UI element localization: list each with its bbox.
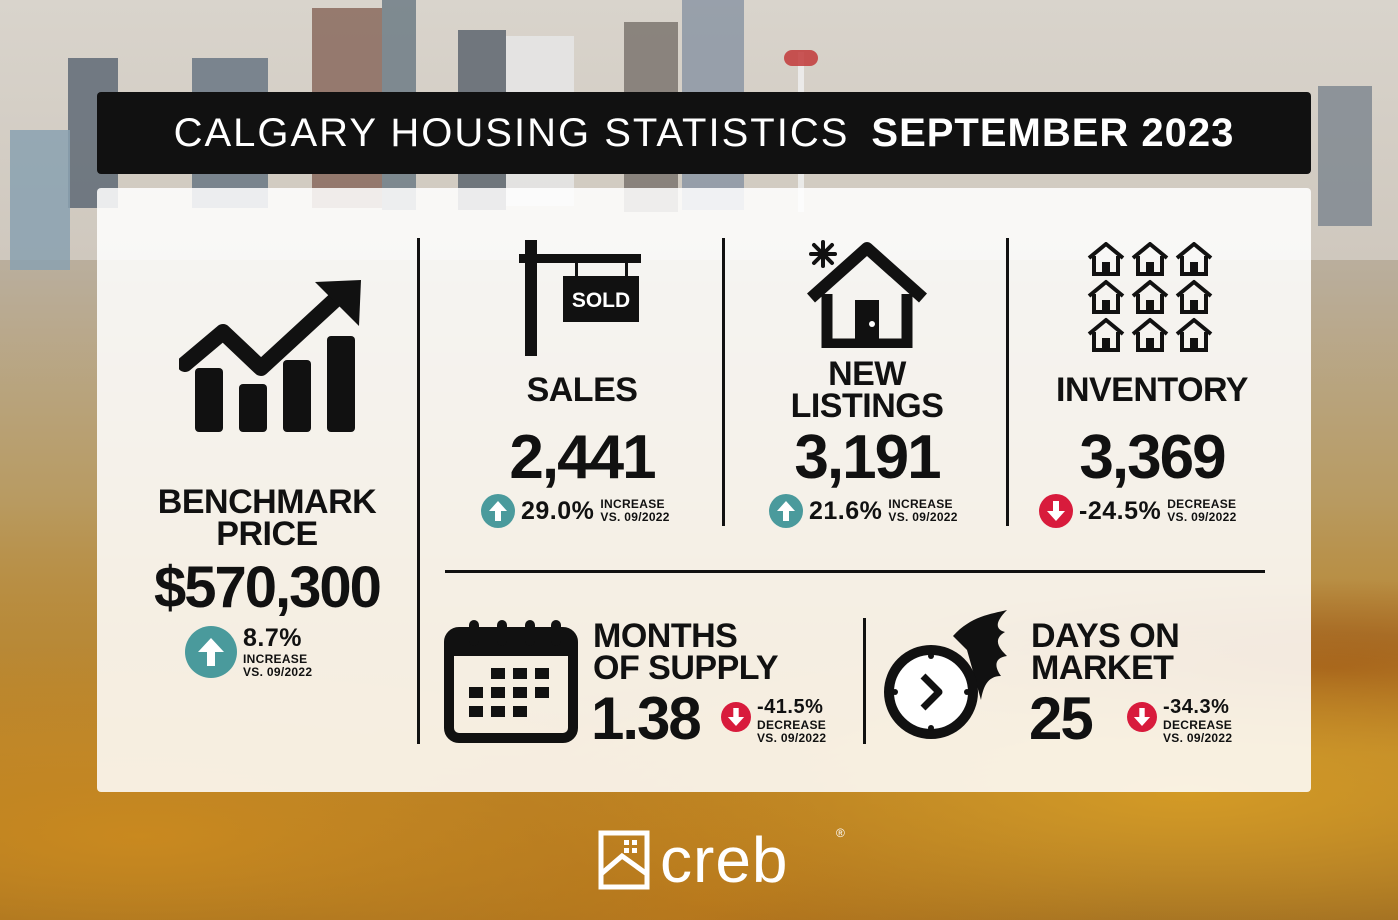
inventory-change-vs: VS. 09/2022	[1167, 510, 1237, 524]
days-on-market-label-line1: DAYS ON	[1031, 617, 1180, 655]
months-supply-change-word: DECREASE	[757, 718, 827, 732]
sales-value: 2,441	[509, 423, 656, 492]
days-on-market-change-text: -34.3% DECREASE VS. 09/2022	[1163, 696, 1232, 745]
title-bar: CALGARY HOUSING STATISTICS SEPTEMBER 202…	[97, 92, 1311, 174]
divider-vertical	[722, 238, 725, 526]
calendar-icon	[444, 620, 578, 743]
sales-change-word: INCREASE	[600, 497, 665, 511]
days-on-market-change-pct: -34.3%	[1163, 696, 1230, 718]
months-supply-value: 1.38	[591, 685, 702, 752]
days-on-market-label: DAYS ON MARKET	[1031, 617, 1180, 687]
inventory-change-word: DECREASE	[1167, 497, 1237, 511]
days-on-market-change-vs: VS. 09/2022	[1163, 731, 1233, 745]
arrow-down-icon	[1127, 702, 1157, 732]
days-on-market-change: -34.3% DECREASE VS. 09/2022	[1127, 696, 1232, 745]
sales-change: 29.0% INCREASE VS. 09/2022	[481, 494, 670, 528]
divider-vertical	[417, 238, 420, 744]
new-listings-change-word: INCREASE	[888, 497, 953, 511]
arrow-down-icon	[721, 702, 751, 732]
trend-chart-icon	[179, 280, 361, 432]
creb-logo-icon	[598, 830, 650, 890]
inventory-value: 3,369	[1079, 423, 1226, 492]
benchmark-change-text: 8.7% INCREASE VS. 09/2022	[243, 624, 312, 679]
sales-change-pct: 29.0%	[521, 496, 595, 525]
creb-logo: creb	[598, 828, 789, 892]
days-on-market-value: 25	[1029, 685, 1094, 752]
divider-horizontal	[445, 570, 1265, 573]
new-house-icon	[807, 240, 927, 348]
months-supply-change-vs: VS. 09/2022	[757, 731, 827, 745]
days-on-market-change-word: DECREASE	[1163, 718, 1233, 732]
benchmark-value: $570,300	[154, 555, 382, 620]
arrow-up-icon	[769, 494, 803, 528]
new-listings-label-line2: LISTINGS	[790, 387, 944, 425]
months-supply-change-pct: -41.5%	[757, 696, 824, 718]
sign-text: SOLD	[572, 289, 630, 312]
new-listings-change-vs: VS. 09/2022	[888, 510, 958, 524]
sold-sign-icon: SOLD	[519, 240, 641, 356]
stats-panel: BENCHMARK PRICE $570,300 8.7% INCREASE V…	[97, 188, 1311, 792]
months-supply-label-line1: MONTHS	[593, 617, 738, 655]
sales-change-vs: VS. 09/2022	[600, 510, 670, 524]
new-listings-change-note: INCREASE VS. 09/2022	[888, 498, 957, 524]
new-listings-change-pct: 21.6%	[809, 496, 883, 525]
arrow-up-icon	[185, 625, 237, 678]
inventory-change: -24.5% DECREASE VS. 09/2022	[1039, 494, 1237, 528]
building	[10, 130, 70, 270]
benchmark-label-line2: PRICE	[216, 515, 318, 553]
benchmark-change-vs: VS. 09/2022	[243, 665, 313, 679]
benchmark-change-word: INCREASE	[243, 652, 308, 666]
months-supply-label: MONTHS OF SUPPLY	[593, 617, 779, 687]
arrow-up-icon	[481, 494, 515, 528]
inventory-change-note: DECREASE VS. 09/2022	[1167, 498, 1236, 524]
new-listings-label: NEW LISTINGS	[737, 355, 997, 425]
creb-logo-text: creb	[660, 824, 789, 896]
building	[1318, 86, 1372, 226]
benchmark-label: BENCHMARK PRICE	[117, 483, 417, 553]
sales-label: SALES	[526, 371, 638, 409]
arrow-down-icon	[1039, 494, 1073, 528]
title-text: CALGARY HOUSING STATISTICS	[173, 110, 850, 155]
months-supply-change: -41.5% DECREASE VS. 09/2022	[721, 696, 826, 745]
divider-vertical	[863, 618, 866, 744]
new-listings-change: 21.6% INCREASE VS. 09/2022	[769, 494, 958, 528]
new-listings-value: 3,191	[794, 423, 941, 492]
tower-top	[784, 50, 818, 66]
benchmark-label-line1: BENCHMARK	[157, 483, 377, 521]
divider-vertical	[1006, 238, 1009, 526]
houses-grid-icon	[1087, 242, 1213, 352]
title-month: SEPTEMBER 2023	[871, 110, 1235, 155]
registered-mark: ®	[836, 826, 845, 840]
fast-clock-icon	[884, 610, 1007, 739]
benchmark-change-pct: 8.7%	[243, 624, 302, 652]
inventory-label: INVENTORY	[1056, 371, 1248, 409]
benchmark-change: 8.7% INCREASE VS. 09/2022	[185, 624, 312, 679]
months-supply-change-text: -41.5% DECREASE VS. 09/2022	[757, 696, 826, 745]
inventory-change-pct: -24.5%	[1079, 496, 1162, 525]
days-on-market-label-line2: MARKET	[1031, 649, 1174, 687]
sales-change-note: INCREASE VS. 09/2022	[600, 498, 669, 524]
new-listings-label-line1: NEW	[828, 355, 906, 393]
months-supply-label-line2: OF SUPPLY	[593, 649, 779, 687]
